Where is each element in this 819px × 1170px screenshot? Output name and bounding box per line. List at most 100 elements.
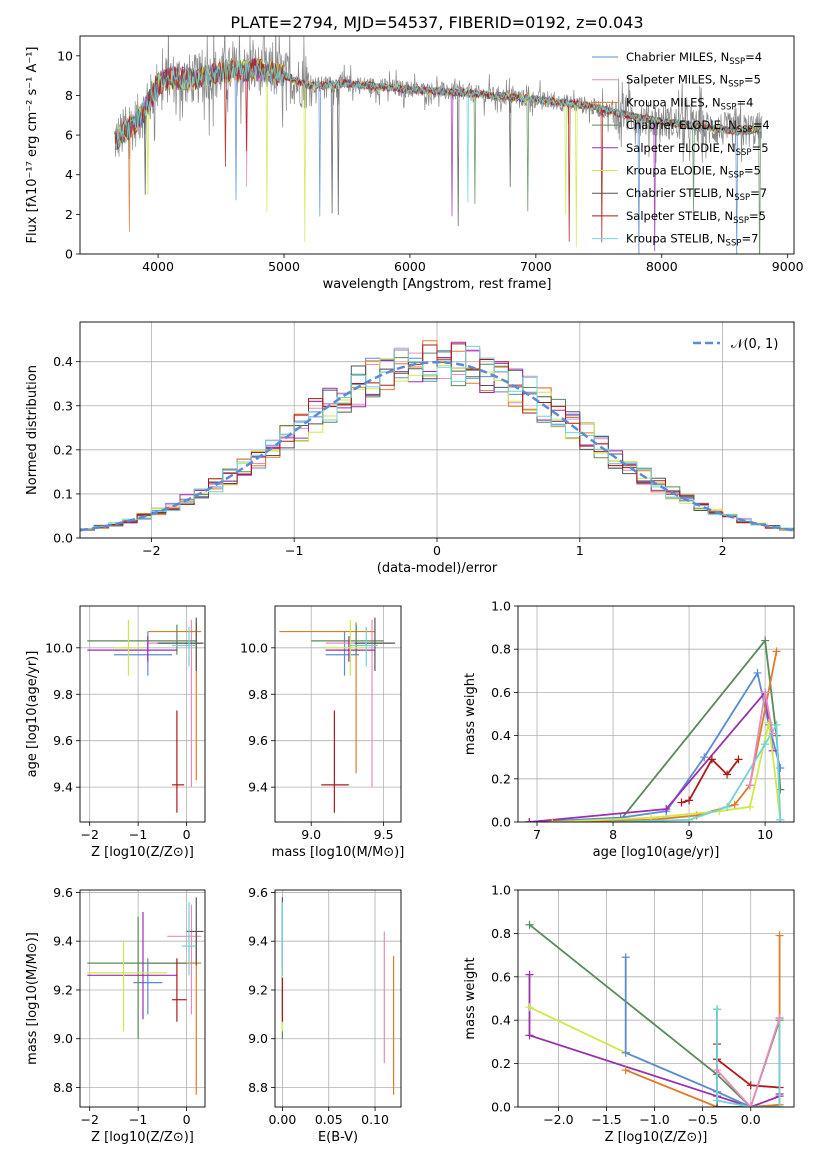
weight-marker [621,953,630,962]
y-tick-label: 9.2 [248,982,268,997]
weight-line [529,651,778,822]
weight-marker [621,1048,630,1057]
y-tick-label: 0.6 [491,969,511,984]
y-tick-label: 0.6 [491,685,511,700]
plot-frame [79,321,795,539]
x-tick-label: 0 [183,1112,191,1127]
plot-frame [79,35,795,255]
y-tick-label: 2 [65,207,73,222]
spectrum-model-line [114,58,761,227]
y-tick-label: 0 [65,247,73,262]
y-tick-label: 0.4 [53,354,73,369]
plot-area [279,617,396,813]
plot-area [281,897,395,1095]
y-tick-label: 10.0 [240,640,268,655]
y-tick-label: 8.8 [248,1080,268,1095]
weight_vs_age-panel: 7 8 9 10 0.0 0.2 0.4 0.6 0.8 1.0 age [log10(age/yr… [463,599,795,860]
weight-series [525,647,781,822]
spectrum-legend: Chabrier MILES, NSSP=4 Salpeter MILES, NS… [592,50,770,249]
y-tick-label: 0.2 [53,442,73,457]
x-tick-label: 9.5 [374,827,394,842]
legend-label: Chabrier MILES, NSSP=4 [626,50,762,67]
y-tick-label: 0.8 [491,642,511,657]
x-tick-label: 9000 [772,259,804,274]
plot-area [525,920,784,1107]
errorbar-point [157,617,204,672]
plot-frame [517,605,795,823]
y-tick-label: 0.4 [491,728,511,743]
weight-marker [662,805,671,814]
weight-marker [700,753,709,762]
x-tick-label: 2 [719,543,727,558]
x-axis-label: Z [log10(Z/Z⊙)] [91,1130,194,1145]
errorbar-point [348,626,378,667]
weight-series [745,688,777,790]
weight-marker [761,740,770,749]
legend-label: 𝒩(0, 1) [731,337,778,352]
weight-marker [677,798,686,807]
legend-label: Kroupa STELIB, NSSP=7 [626,232,758,249]
x-tick-label: 0.00 [268,1112,296,1127]
errorbar-point [172,626,197,667]
y-tick-label: 9.6 [248,885,268,900]
residuals-panel: −2 −1 0 1 2 0.0 0.1 0.2 0.3 0.4 (data-model)/error… [25,321,795,576]
y-axis-label: Normed distribution [25,365,40,495]
weight-marker [621,1066,630,1075]
legend-label: Chabrier STELIB, NSSP=7 [626,186,767,203]
weight-marker [734,755,743,764]
weight_vs_Z-panel: −2.0 −1.5 −1.0 −0.5 0.0 0.0 0.2 0.4 0.6 0.8 1.0 Z [… [463,883,795,1145]
errorbar-point [87,911,177,1020]
y-axis-label: mass [log10(M/M⊙)] [25,932,40,1065]
plot-area [87,897,204,1095]
legend-label: Salpeter ELODIE, NSSP=5 [626,141,769,158]
y-tick-label: 0.1 [53,486,73,501]
y-tick-label: 10.0 [45,640,73,655]
y-tick-label: 0.4 [491,1013,511,1028]
plot-frame [274,889,402,1108]
y-tick-label: 9.4 [248,780,268,795]
x-tick-label: 7000 [520,259,552,274]
mass_vs_ebv-panel: 0.00 0.05 0.10 8.8 9.0 9.2 9.4 9.6 E(B-V) [248,885,402,1145]
x-tick-label: −2.0 [543,1112,573,1127]
x-tick-label: 0.0 [741,1112,761,1127]
weight-marker [745,802,754,811]
y-tick-label: 8.8 [53,1080,73,1095]
plot-area [113,36,763,254]
y-tick-label: 9.4 [248,934,268,949]
weight-marker [525,920,534,929]
legend-label: Kroupa ELODIE, NSSP=5 [626,164,761,181]
errorbar-point [87,941,168,1032]
y-tick-label: 9.8 [248,687,268,702]
histogram-step-line [80,345,794,530]
plot-area [525,636,785,822]
x-axis-label: age [log10(age/yr)] [593,845,720,860]
weight-marker [772,647,781,656]
weight-series [525,636,785,822]
legend-label: Chabrier ELODIE, NSSP=4 [626,118,770,135]
y-tick-label: 0.8 [491,926,511,941]
x-tick-label: −2 [80,827,98,842]
y-tick-label: 9.6 [248,733,268,748]
weight-series [713,1014,784,1107]
x-tick-label: 0.05 [315,1112,343,1127]
errorbar-point [87,636,177,662]
errorbar-point [321,710,349,813]
x-tick-label: 0 [183,827,191,842]
x-tick-label: 10 [757,827,773,842]
weight-marker [761,636,770,645]
y-tick-label: 9.4 [53,934,73,949]
x-tick-label: 4000 [142,259,174,274]
errorbar-point [87,916,187,1039]
weight-marker [746,1081,755,1090]
y-tick-label: 9.0 [248,1031,268,1046]
y-tick-label: 9.6 [53,733,73,748]
y-tick-label: 0.2 [491,1056,511,1071]
weight-marker [723,770,732,779]
x-tick-label: 8000 [646,259,678,274]
x-tick-label: 9 [685,827,693,842]
errorbar-point [325,619,370,676]
plot-frame [274,605,402,823]
weight-series [713,1040,784,1092]
x-tick-label: −1 [285,543,303,558]
x-tick-label: 7 [533,827,541,842]
